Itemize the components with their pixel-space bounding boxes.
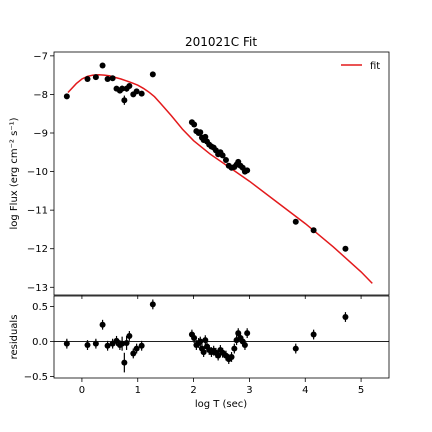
residual-point [126, 332, 133, 339]
y-tick-label: −12 [27, 244, 48, 255]
residual-y-tick-label: 0.0 [32, 337, 48, 348]
residual-point [113, 337, 120, 344]
x-axis: 0 1 2 3 4 5 [79, 295, 364, 396]
residual-point [99, 321, 106, 328]
residual-point [215, 352, 222, 359]
residual-point [244, 330, 251, 337]
data-point [138, 90, 145, 97]
data-point [121, 97, 128, 104]
main-title: 201021C Fit [185, 35, 257, 49]
residual-point [123, 339, 130, 346]
residual-point [119, 340, 126, 347]
residual-point [121, 359, 128, 366]
y-tick-label: −13 [27, 283, 48, 294]
data-point [244, 167, 251, 174]
data-point [119, 85, 126, 92]
main-y-axis: −13 −12 −11 −10 −9 −8 −7 [27, 51, 54, 294]
data-point [197, 129, 204, 136]
residual-y-tick-label: 0.5 [32, 302, 48, 313]
residual-point [92, 340, 99, 347]
x-tick-label: 3 [246, 385, 252, 396]
data-point [104, 76, 111, 82]
main-plot-marks [63, 62, 373, 284]
data-point [222, 157, 229, 163]
residual-point [84, 342, 91, 349]
y-tick-label: −9 [33, 129, 48, 140]
y-tick-label: −11 [27, 206, 48, 217]
residual-point [228, 353, 235, 360]
data-point [191, 121, 198, 128]
data-point [219, 152, 226, 159]
data-point [92, 74, 99, 81]
x-tick-label: 0 [79, 385, 85, 396]
residual-point [130, 350, 137, 357]
residual-point [133, 345, 140, 352]
residual-point [342, 314, 349, 321]
x-tick-label: 5 [358, 385, 364, 396]
data-point [99, 62, 106, 69]
legend-fit-label: fit [370, 61, 380, 72]
residual-point [310, 331, 317, 338]
x-tick-label: 4 [302, 385, 308, 396]
residual-plot-marks [54, 299, 389, 373]
residual-point [63, 340, 70, 347]
residual-plot-frame [53, 295, 390, 379]
data-point [84, 76, 91, 82]
x-tick-label: 2 [190, 385, 196, 396]
data-point [342, 245, 349, 252]
residual-point [138, 342, 145, 349]
data-point [126, 82, 133, 89]
y-tick-label: −7 [33, 51, 48, 62]
data-point [202, 133, 209, 140]
residual-point [231, 345, 238, 352]
residual-y-axis: −0.5 0.0 0.5 [24, 302, 54, 383]
y-tick-label: −10 [27, 167, 48, 178]
residual-y-tick-label: −0.5 [24, 372, 48, 383]
data-point [292, 218, 299, 225]
residual-point [191, 335, 198, 342]
residual-point [200, 349, 207, 356]
x-axis-label: log T (sec) [195, 399, 247, 410]
residual-point [241, 342, 248, 349]
residual-point [235, 330, 242, 337]
data-point [133, 88, 140, 95]
data-point [149, 71, 156, 78]
main-y-axis-label: log Flux (erg cm⁻² s⁻¹) [9, 117, 20, 229]
residual-point [149, 301, 156, 308]
residual-point [292, 345, 299, 352]
legend: fit [341, 61, 380, 72]
y-tick-label: −8 [33, 90, 48, 101]
data-point [310, 227, 317, 234]
residual-point [197, 338, 204, 345]
main-plot-frame [53, 51, 390, 296]
data-point [109, 75, 116, 82]
residual-y-axis-label: residuals [9, 315, 20, 360]
residual-point [104, 342, 111, 349]
data-point [63, 93, 70, 100]
x-tick-label: 1 [135, 385, 141, 396]
